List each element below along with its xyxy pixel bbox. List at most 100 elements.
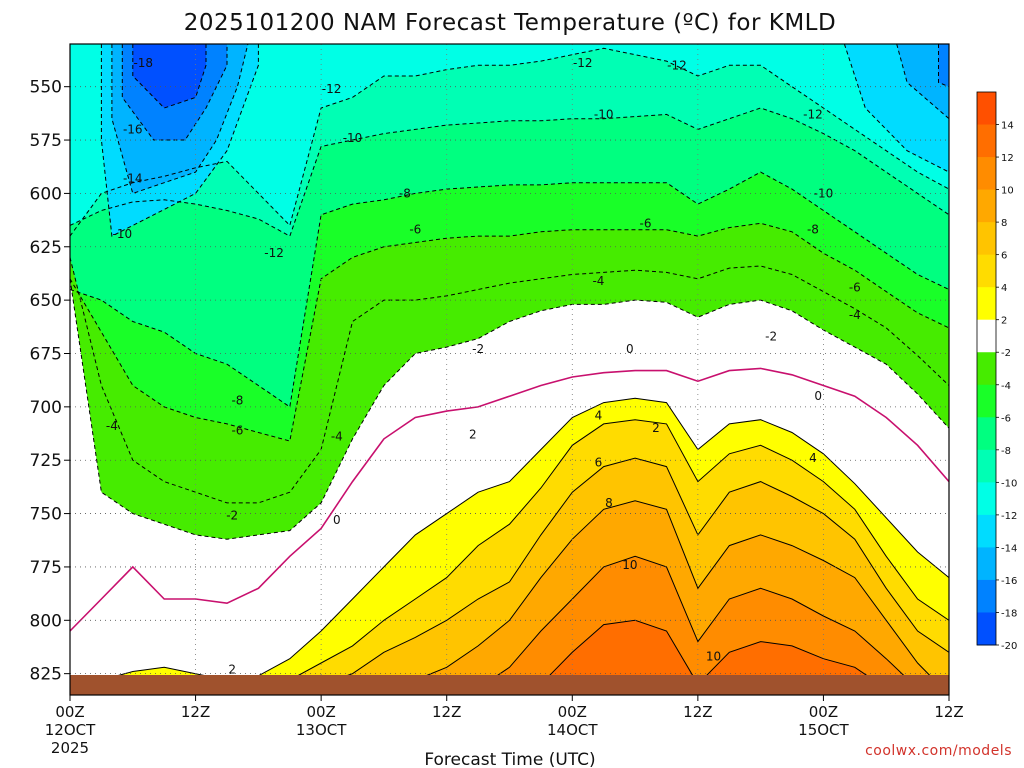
contour-label: -6 [849, 280, 861, 294]
colorbar-label: -14 [1001, 543, 1017, 554]
contour-label: -12 [264, 246, 284, 260]
y-tick-label: 650 [30, 291, 62, 311]
x-tick-time: 12Z [432, 703, 461, 721]
colorbar-swatch [977, 547, 996, 581]
y-tick-label: 825 [30, 665, 62, 685]
contour-label: 0 [814, 389, 822, 403]
chart-title: 2025101200 NAM Forecast Temperature (ºC)… [184, 10, 836, 36]
credit-link[interactable]: coolwx.com/models [865, 743, 1012, 759]
contour-label-layer: -18 -16 -14 -10 -12 -12 -10 -8 -6 -4 -6 -10 -12 -12 -1… [106, 56, 861, 676]
contour-label: -2 [226, 509, 238, 523]
cold-core--20 [132, 44, 207, 109]
y-tick-label: 600 [30, 184, 62, 204]
y-tick-label: 625 [30, 238, 62, 258]
colorbar-swatch [977, 384, 996, 418]
colorbar-swatch [977, 612, 996, 646]
x-tick-day: 15OCT [798, 721, 849, 739]
colorbar-swatch [977, 254, 996, 288]
y-tick-label: 800 [30, 611, 62, 631]
y-tick-label: 725 [30, 451, 62, 471]
contour-label: -8 [231, 393, 243, 407]
contour-label: -6 [640, 216, 652, 230]
colorbar-swatch [977, 449, 996, 483]
x-tick-time: 00Z [306, 703, 335, 721]
cold-core--16r [896, 44, 949, 120]
colorbar-swatch [977, 189, 996, 223]
colorbar-swatch [977, 92, 996, 126]
colorbar-swatch [977, 514, 996, 548]
y-tick-label: 550 [30, 78, 62, 98]
contour-label: -12 [803, 107, 823, 121]
contour-label: 4 [809, 451, 817, 465]
colorbar-swatch [977, 222, 996, 256]
contour-label: -2 [472, 342, 484, 356]
x-tick-time: 00Z [809, 703, 838, 721]
contour-label: -12 [573, 56, 593, 70]
colorbar-swatch [977, 124, 996, 158]
grid-layer [70, 44, 949, 695]
x-tick-day: 12OCT [45, 721, 96, 739]
colorbar-label: 2 [1001, 316, 1007, 327]
y-tick-label: 750 [30, 505, 62, 525]
contour-label: -4 [592, 274, 604, 288]
isotherm--10 [70, 107, 949, 237]
colorbar-label: 12 [1001, 153, 1014, 164]
colorbar-swatch [977, 482, 996, 516]
colorbar-swatch [977, 319, 996, 353]
contour-label: -4 [106, 419, 118, 433]
contour-label: -6 [231, 423, 243, 437]
colorbar-label: -10 [1001, 478, 1017, 489]
isotherm--2 [70, 278, 949, 540]
x-tick-day: 14OCT [547, 721, 598, 739]
colorbar-label: 4 [1001, 283, 1007, 294]
colorbar-label: -6 [1001, 413, 1011, 424]
contour-label: 6 [595, 455, 603, 469]
colorbar-label: 10 [1001, 186, 1014, 197]
isotherm-6 [304, 457, 949, 695]
colorbar: 14 12 10 8 6 4 2 -2 -4 -6 -8 -10 -12 -14 -16 -18 -20 [976, 91, 1017, 652]
isotherm--8 [70, 171, 949, 408]
contour-label: -10 [594, 107, 614, 121]
isotherm-0 [70, 367, 949, 632]
pressure-axis: 550 575 600 625 650 675 700 725 750 775 800 825 [30, 78, 70, 685]
contour-label: -12 [667, 58, 687, 72]
plot-frame [69, 43, 950, 696]
x-tick-day: 13OCT [296, 721, 347, 739]
colorbar-swatch [977, 352, 996, 386]
contour-label: -4 [849, 308, 861, 322]
colorbar-label: -4 [1001, 381, 1011, 392]
contour-label: -2 [765, 329, 777, 343]
colorbar-label: 6 [1001, 251, 1007, 262]
x-tick-time: 12Z [934, 703, 963, 721]
y-tick-label: 700 [30, 398, 62, 418]
contour-label: -10 [814, 186, 834, 200]
contour-label: 10 [706, 650, 721, 664]
colorbar-frame [976, 91, 997, 646]
isotherm--12 [70, 47, 949, 237]
isotherm-line-layer [70, 47, 949, 695]
colorbar-label: -8 [1001, 446, 1011, 457]
colorbar-label: 14 [1001, 121, 1014, 132]
colorbar-swatch [977, 157, 996, 191]
colorbar-label: 8 [1001, 218, 1007, 229]
contour-label: -4 [331, 430, 343, 444]
contour-label: -14 [123, 171, 143, 185]
y-tick-label: 775 [30, 558, 62, 578]
x-tick-time: 00Z [558, 703, 587, 721]
colorbar-label: -16 [1001, 576, 1017, 587]
y-tick-label: 675 [30, 344, 62, 364]
colorbar-label: -20 [1001, 641, 1017, 652]
colorbar-label: -12 [1001, 511, 1017, 522]
contour-label: -10 [343, 131, 363, 145]
isotherm--6 [70, 222, 949, 442]
colorbar-swatch [977, 579, 996, 613]
y-tick-label: 575 [30, 131, 62, 151]
contour-label: 2 [652, 421, 660, 435]
contour-label: -8 [807, 223, 819, 237]
contour-label: -16 [123, 122, 143, 136]
contour-label: -8 [399, 186, 411, 200]
x-axis-title: Forecast Time (UTC) [424, 750, 595, 768]
colorbar-label: -18 [1001, 608, 1017, 619]
ground-surface [70, 675, 949, 695]
